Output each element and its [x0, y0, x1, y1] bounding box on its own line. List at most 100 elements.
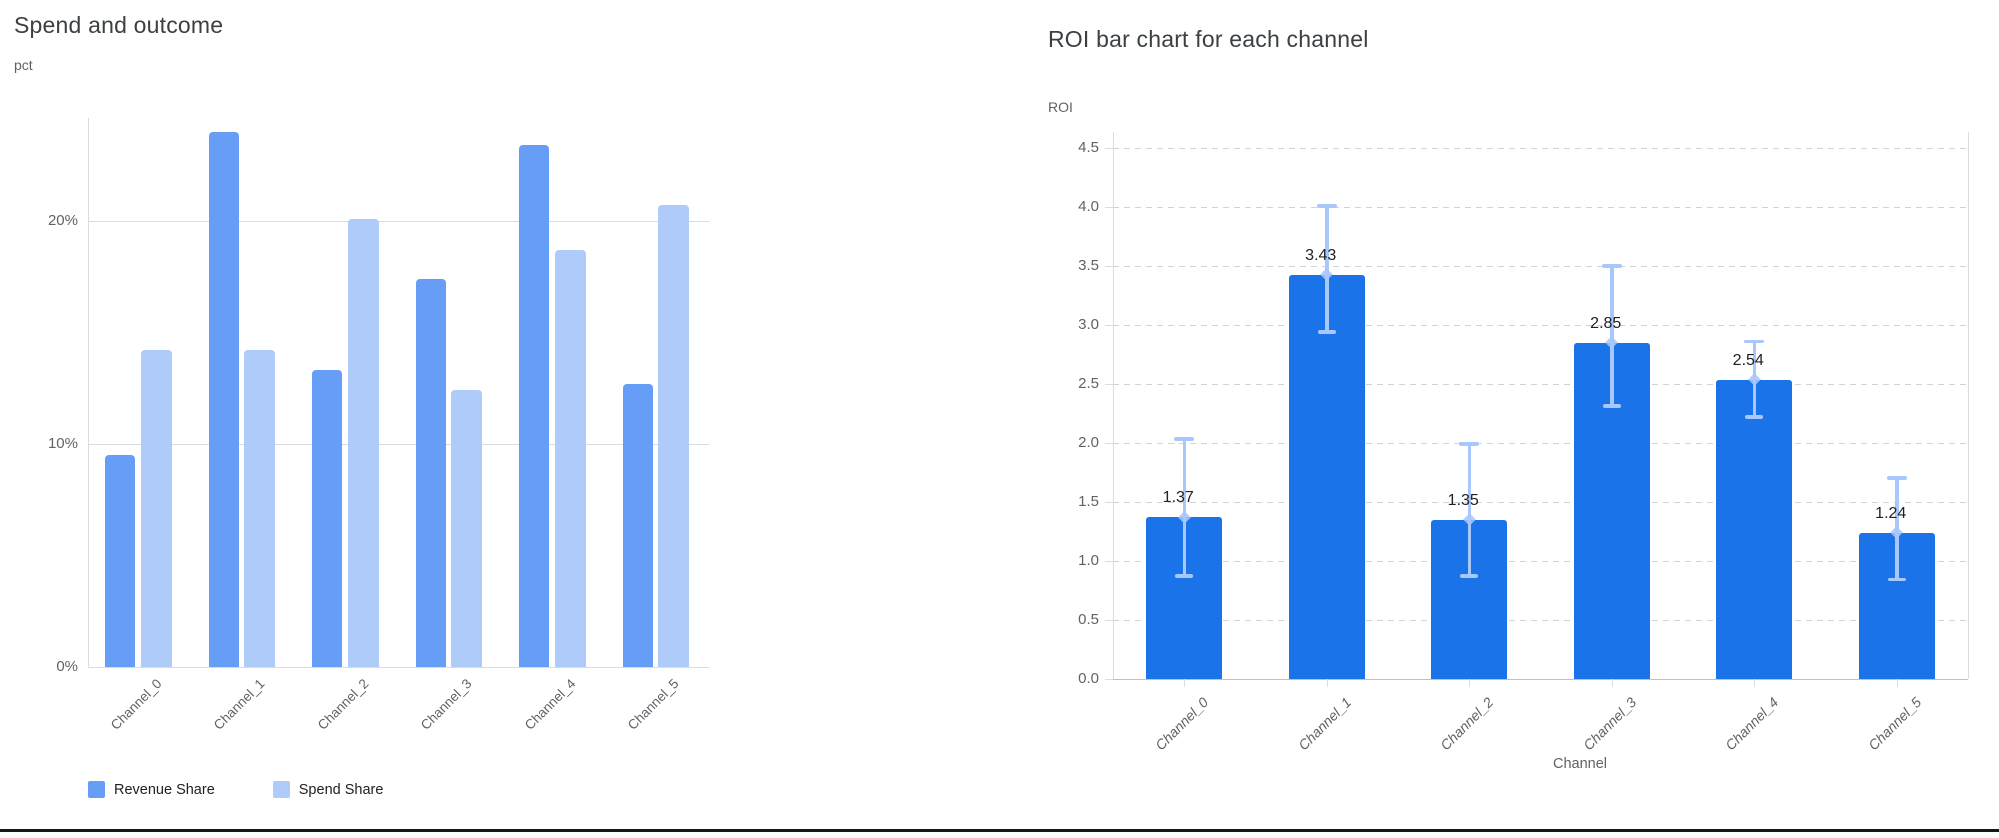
legend-swatch-icon: [88, 781, 105, 798]
right-y-tick-label: 1.0: [1078, 552, 1099, 570]
bar-roi-channel_4[interactable]: [1716, 379, 1793, 679]
bar-revenue-share-channel_5[interactable]: [622, 383, 653, 667]
right-x-tickmark: [1754, 679, 1756, 687]
bar-value-label: 3.43: [1305, 246, 1337, 264]
spend-outcome-chart: Spend and outcome pct 0% 10% 20% Channel_0 C…: [0, 0, 780, 838]
right-x-tickmark: [1469, 679, 1471, 687]
right-x-tickmark: [1896, 679, 1898, 687]
right-y-tick-label: 0.0: [1078, 670, 1099, 687]
right-y-tickmark: [1105, 679, 1113, 680]
right-y-tickmark: [1105, 502, 1113, 504]
left-chart-y-unit: pct: [14, 57, 33, 73]
bar-value-label: 1.35: [1447, 491, 1479, 509]
right-x-tick-label: Channel_1: [1294, 694, 1355, 754]
bar-roi-channel_1[interactable]: [1288, 274, 1365, 679]
bar-spend-share-channel_2[interactable]: [347, 218, 379, 667]
bar-spend-share-channel_3[interactable]: [451, 390, 482, 667]
left-chart-legend: Revenue Share Spend Share: [88, 781, 383, 798]
left-chart-title: Spend and outcome: [14, 12, 224, 38]
bar-revenue-share-channel_1[interactable]: [208, 131, 239, 667]
right-y-tickmark: [1105, 207, 1113, 209]
right-y-tick-label: 3.5: [1078, 257, 1099, 275]
error-bar-stem: [1467, 443, 1471, 576]
left-gridline: [88, 221, 709, 222]
left-chart-plot-area: 0% 10% 20% Channel_0 Channel_1 Channel_2 Chann…: [0, 0, 780, 838]
legend-swatch-icon: [272, 781, 290, 798]
right-chart-title: ROI bar chart for each channel: [1048, 26, 1369, 52]
left-gridline: [88, 444, 709, 445]
error-bar-cap-bottom: [1175, 574, 1194, 578]
legend-item-revenue-share[interactable]: Revenue Share: [88, 781, 215, 798]
right-y-tick-label: 4.0: [1078, 198, 1099, 216]
bar-value-label: 1.24: [1875, 504, 1907, 522]
bar-spend-share-channel_0[interactable]: [140, 350, 172, 667]
right-x-tickmark: [1326, 679, 1328, 687]
left-y-tick-label: 20%: [47, 212, 78, 229]
right-chart-x-axis-title: Channel: [1552, 756, 1607, 772]
right-x-tick-label: Channel_0: [1152, 694, 1212, 754]
error-bar-cap-bottom: [1460, 574, 1479, 578]
right-y-tickmark: [1105, 148, 1113, 150]
right-gridline: [1113, 384, 1968, 386]
right-x-tick-label: Channel_4: [1722, 694, 1782, 754]
left-gridline: [88, 667, 709, 668]
window-bottom-edge: [0, 829, 1999, 832]
left-y-axis-line: [88, 118, 89, 667]
right-y-tick-label: 1.5: [1078, 493, 1099, 511]
bar-value-label: 2.54: [1732, 351, 1764, 369]
right-plot-right-border: [1968, 132, 1969, 679]
right-y-tick-label: 0.5: [1078, 611, 1099, 629]
left-y-tick-label: 0%: [56, 658, 78, 675]
right-y-tick-label: 4.5: [1078, 139, 1099, 157]
right-y-tickmark: [1105, 384, 1113, 386]
bar-value-label: 1.37: [1162, 489, 1194, 507]
bar-revenue-share-channel_2[interactable]: [312, 370, 342, 667]
error-bar-cap-top: [1316, 204, 1337, 208]
right-y-tickmark: [1105, 325, 1113, 327]
legend-item-label: Revenue Share: [114, 781, 215, 798]
bar-value-label: 2.85: [1590, 314, 1622, 332]
error-bar-cap-top: [1174, 437, 1195, 441]
right-baseline: [1113, 679, 1968, 680]
legend-item-spend-share[interactable]: Spend Share: [272, 781, 384, 798]
bar-spend-share-channel_5[interactable]: [658, 205, 689, 667]
right-y-tick-label: 2.5: [1078, 375, 1099, 393]
bar-spend-share-channel_4[interactable]: [554, 249, 586, 667]
bar-revenue-share-channel_3[interactable]: [415, 278, 446, 667]
legend-item-label: Spend Share: [298, 781, 384, 798]
right-y-axis-line: [1113, 132, 1114, 679]
right-x-tick-label: Channel_5: [1864, 694, 1925, 754]
right-y-tick-label: 3.0: [1078, 316, 1099, 334]
right-x-tickmark: [1611, 679, 1613, 687]
bar-spend-share-channel_1[interactable]: [244, 350, 275, 667]
error-bar-stem: [1610, 265, 1614, 406]
error-bar-cap-bottom: [1602, 404, 1621, 408]
right-gridline: [1113, 443, 1968, 445]
right-gridline: [1113, 148, 1968, 150]
right-gridline: [1113, 502, 1968, 504]
right-gridline: [1113, 266, 1968, 268]
right-x-tickmark: [1184, 679, 1186, 687]
error-bar-cap-bottom: [1745, 415, 1764, 419]
left-y-tick-label: 10%: [47, 435, 78, 452]
error-bar-cap-top: [1601, 264, 1622, 268]
right-gridline: [1113, 561, 1968, 563]
bar-revenue-share-channel_0[interactable]: [105, 455, 135, 667]
error-bar-cap-bottom: [1887, 577, 1906, 582]
roi-chart: ROI bar chart for each channel ROI 0.0 0.…: [1040, 0, 1999, 838]
right-y-tick-label: 2.0: [1078, 434, 1099, 452]
error-bar-cap-top: [1744, 339, 1765, 344]
error-bar-stem: [1325, 205, 1329, 332]
right-y-tickmark: [1105, 443, 1113, 445]
right-y-tickmark: [1105, 561, 1113, 563]
error-bar-cap-top: [1459, 442, 1480, 446]
right-y-tickmark: [1105, 620, 1113, 622]
error-bar-stem: [1182, 438, 1186, 576]
error-bar-cap-top: [1886, 476, 1907, 480]
right-gridline: [1113, 207, 1968, 209]
right-gridline: [1113, 620, 1968, 622]
bar-revenue-share-channel_4[interactable]: [519, 145, 549, 667]
right-y-tickmark: [1105, 266, 1113, 268]
right-chart-y-unit: ROI: [1048, 99, 1073, 115]
